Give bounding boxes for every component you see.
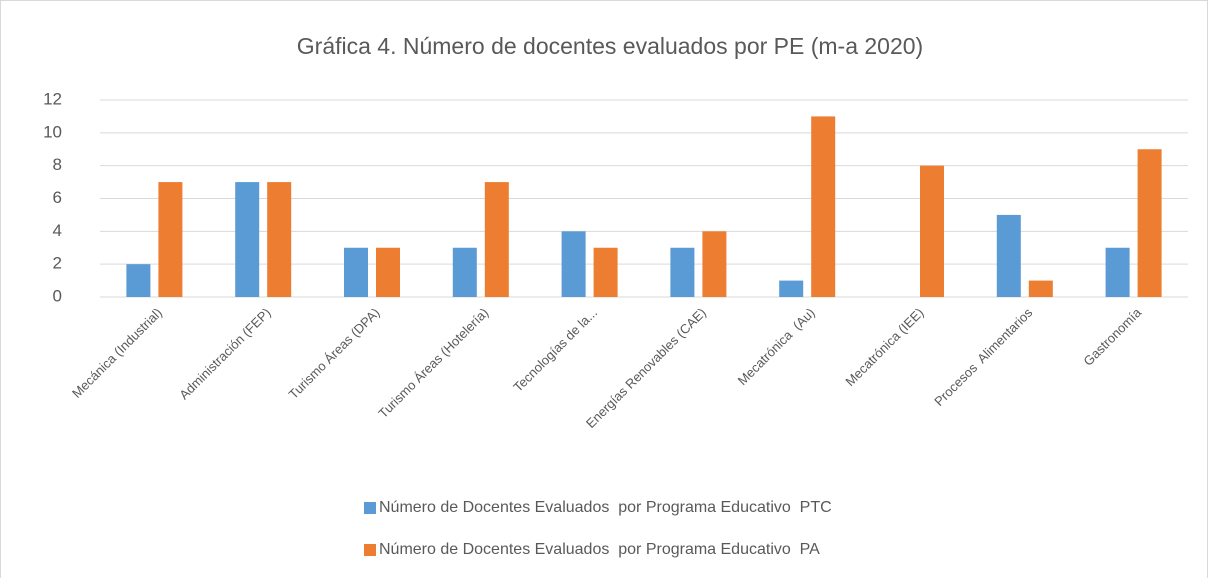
- legend-label: Número de Docentes Evaluados por Program…: [379, 541, 820, 558]
- bar: [561, 231, 586, 297]
- bar: [593, 247, 618, 297]
- bar: [779, 280, 804, 297]
- bar: [702, 231, 727, 297]
- bar: [1137, 149, 1162, 297]
- bar: [267, 182, 292, 297]
- legend-label: Número de Docentes Evaluados por Program…: [379, 499, 832, 516]
- bar: [811, 116, 836, 298]
- y-tick-label: 2: [53, 254, 62, 273]
- y-tick-label: 0: [53, 286, 62, 305]
- bar: [235, 182, 260, 297]
- y-tick-label: 4: [53, 221, 62, 240]
- bar: [126, 264, 151, 297]
- y-tick-label: 10: [43, 122, 62, 141]
- bar: [1028, 280, 1053, 297]
- y-tick-label: 8: [53, 155, 62, 174]
- legend-swatch: [364, 502, 376, 514]
- bar: [376, 247, 400, 297]
- chart-title: Gráfica 4. Número de docentes evaluados …: [297, 33, 923, 59]
- bar: [452, 247, 477, 297]
- bar: [1105, 247, 1130, 297]
- bar: [670, 247, 695, 297]
- bar: [920, 165, 944, 297]
- y-tick-label: 12: [43, 89, 62, 108]
- bar: [158, 182, 183, 297]
- legend-swatch: [364, 544, 376, 556]
- bar: [996, 214, 1021, 297]
- y-tick-label: 6: [53, 188, 62, 207]
- bar: [344, 247, 368, 297]
- bar: [484, 182, 509, 297]
